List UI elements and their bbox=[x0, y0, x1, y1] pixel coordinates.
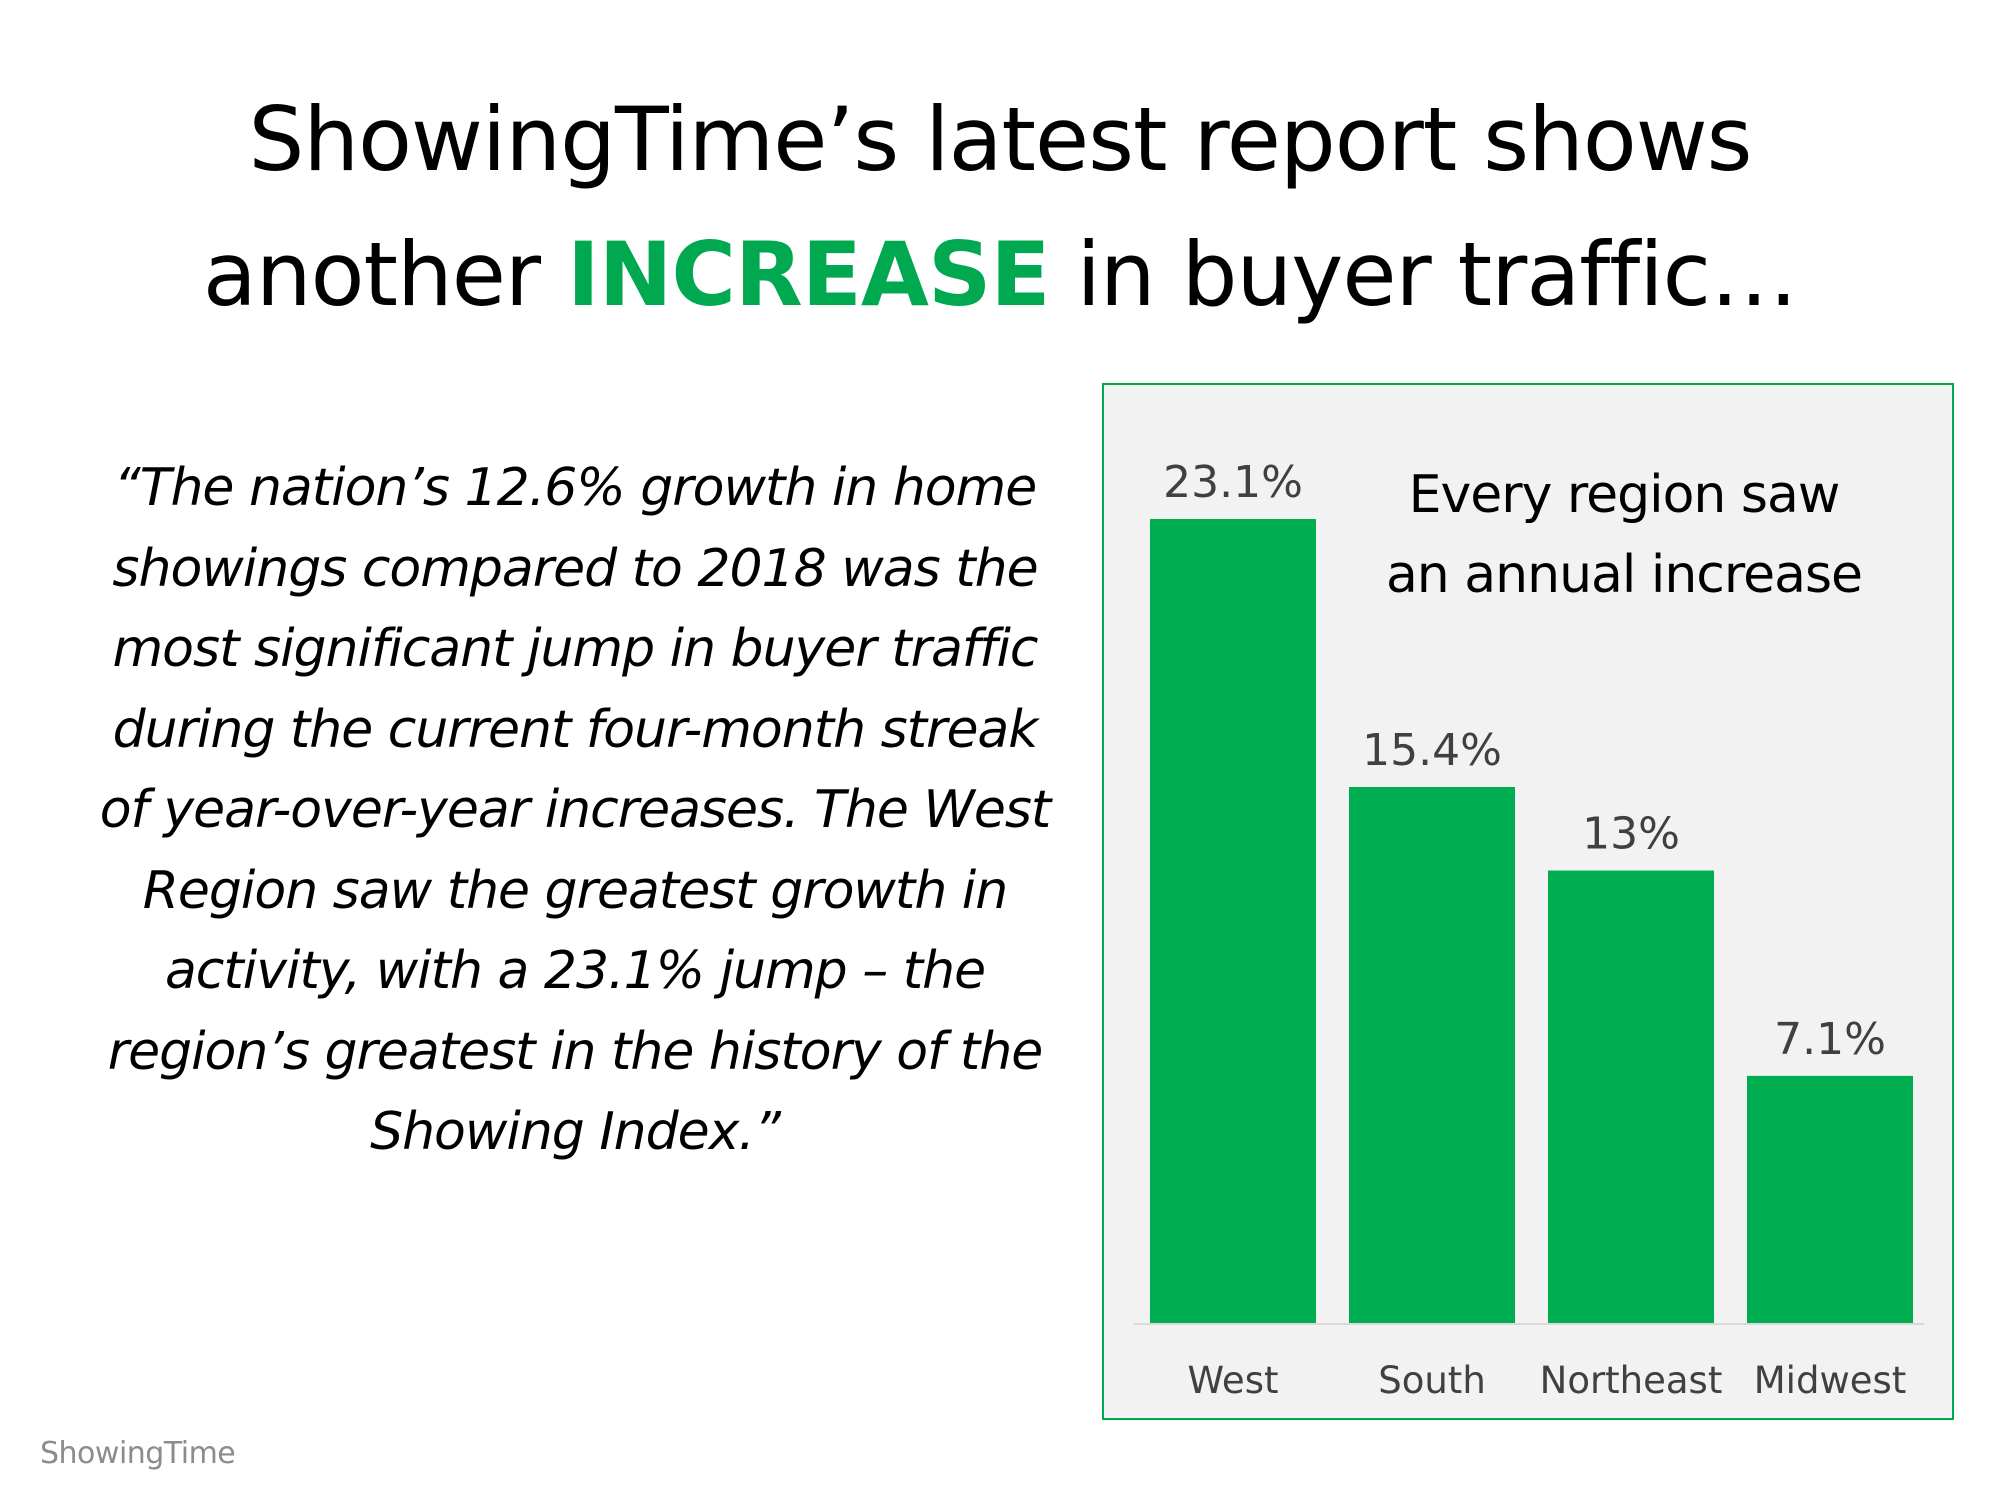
category-label-northeast: Northeast bbox=[1540, 1359, 1723, 1402]
chart-note: Every region saw an annual increase bbox=[1344, 455, 1904, 615]
bar-west bbox=[1150, 519, 1316, 1323]
category-label-west: West bbox=[1188, 1359, 1279, 1402]
headline-line-1: ShowingTime’s latest report shows bbox=[248, 88, 1752, 191]
bar-chart: 23.1% West 15.4% South 13% Northeast 7.1% Midwe… bbox=[1134, 457, 1924, 1402]
chart-note-line-1: Every region saw bbox=[1408, 465, 1841, 525]
category-label-south: South bbox=[1378, 1359, 1486, 1402]
chart-panel: 23.1% West 15.4% South 13% Northeast 7.1% Midwe… bbox=[1102, 383, 1954, 1420]
data-label-west: 23.1% bbox=[1163, 457, 1303, 508]
bar-northeast bbox=[1548, 870, 1714, 1323]
category-label-midwest: Midwest bbox=[1754, 1359, 1907, 1402]
data-label-northeast: 13% bbox=[1582, 809, 1680, 860]
headline-accent-word: INCREASE bbox=[567, 223, 1050, 326]
headline-line-2-start: another bbox=[202, 223, 568, 326]
headline: ShowingTime’s latest report shows anothe… bbox=[0, 72, 2000, 342]
headline-line-2: another INCREASE in buyer traffic… bbox=[0, 207, 2000, 342]
showingtime-logo: ShowingTime bbox=[40, 1436, 236, 1471]
chart-note-line-2: an annual increase bbox=[1385, 545, 1863, 605]
quote-text: “The nation’s 12.6% growth in home showi… bbox=[99, 458, 1052, 1162]
headline-line-2-end: in buyer traffic… bbox=[1049, 223, 1798, 326]
bar-south bbox=[1349, 787, 1515, 1323]
data-label-midwest: 7.1% bbox=[1774, 1014, 1886, 1065]
data-label-south: 15.4% bbox=[1362, 725, 1502, 776]
bar-midwest bbox=[1747, 1075, 1913, 1323]
